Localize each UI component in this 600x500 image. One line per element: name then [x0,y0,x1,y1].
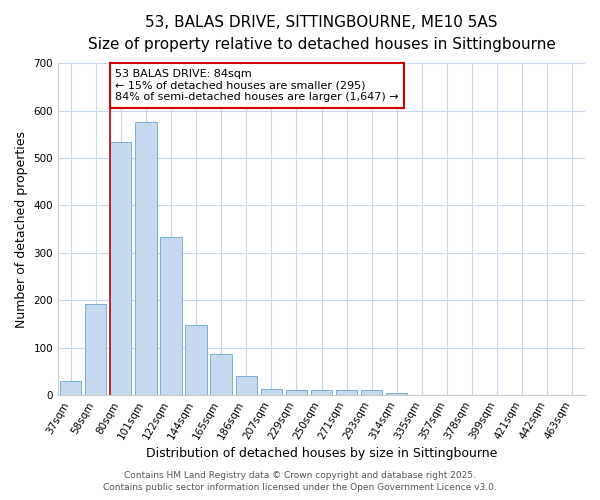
Bar [236,376,257,395]
Bar [85,304,106,395]
Bar [286,390,307,395]
Bar [135,122,157,395]
Bar [260,389,282,395]
Bar [110,142,131,395]
Bar [211,354,232,395]
Title: 53, BALAS DRIVE, SITTINGBOURNE, ME10 5AS
Size of property relative to detached h: 53, BALAS DRIVE, SITTINGBOURNE, ME10 5AS… [88,15,556,52]
Bar [60,381,81,395]
Text: 53 BALAS DRIVE: 84sqm
← 15% of detached houses are smaller (295)
84% of semi-det: 53 BALAS DRIVE: 84sqm ← 15% of detached … [115,69,399,102]
Bar [185,325,207,395]
Bar [160,237,182,395]
Bar [311,390,332,395]
Bar [361,390,382,395]
Bar [336,390,357,395]
Y-axis label: Number of detached properties: Number of detached properties [15,130,28,328]
Bar [386,392,407,395]
Text: Contains HM Land Registry data © Crown copyright and database right 2025.
Contai: Contains HM Land Registry data © Crown c… [103,471,497,492]
X-axis label: Distribution of detached houses by size in Sittingbourne: Distribution of detached houses by size … [146,447,497,460]
